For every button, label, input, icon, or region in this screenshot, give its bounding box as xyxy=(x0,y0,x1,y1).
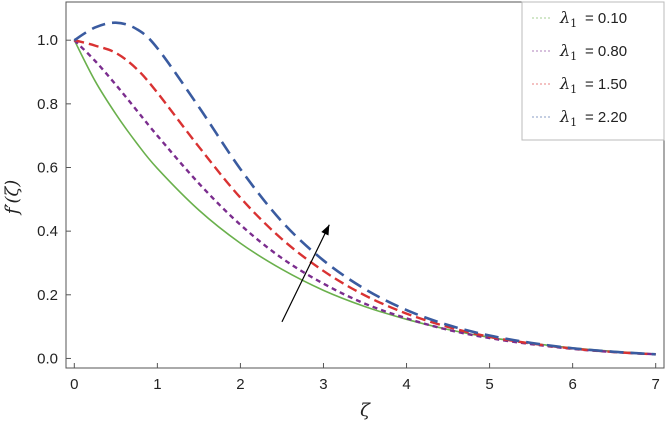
x-tick-label: 0 xyxy=(70,376,78,393)
legend-symbol: λ1 xyxy=(559,107,577,129)
y-tick-label: 1.0 xyxy=(37,32,58,49)
legend: λ1 = 0.10 λ1 = 0.80 λ1 = 1.50 λ1 = 2.20 xyxy=(521,1,665,141)
trend-arrow-shaft xyxy=(281,224,330,323)
legend-label: = 0.80 xyxy=(585,43,627,60)
y-tick-label: 0.6 xyxy=(37,159,58,176)
series-layer xyxy=(73,21,656,356)
y-tick-label: 0.0 xyxy=(37,350,58,367)
plot-frame xyxy=(65,1,665,369)
y-tick-label: 0.4 xyxy=(37,223,58,240)
y-tick-label: 0.2 xyxy=(37,287,58,304)
x-axis-title: ζ xyxy=(360,400,371,421)
legend-label: = 1.50 xyxy=(585,76,627,93)
x-tick-label: 5 xyxy=(485,376,493,393)
x-tick-label: 4 xyxy=(402,376,410,393)
series-line-3 xyxy=(74,39,656,356)
x-tick-label: 2 xyxy=(236,376,244,393)
trend-arrow-head xyxy=(321,224,330,236)
y-axis-title: f′(ζ) xyxy=(2,180,23,217)
x-tick-label: 1 xyxy=(153,376,161,393)
legend-symbol: λ1 xyxy=(559,74,577,96)
legend-symbol: λ1 xyxy=(559,8,577,30)
series-line-4 xyxy=(73,21,656,356)
x-tick-label: 7 xyxy=(652,376,660,393)
x-tick-label: 6 xyxy=(568,376,576,393)
legend-symbol: λ1 xyxy=(559,41,577,63)
series-line-2 xyxy=(73,39,656,356)
legend-label: = 2.20 xyxy=(585,109,627,126)
y-tick-label: 0.8 xyxy=(37,96,58,113)
legend-label: = 0.10 xyxy=(585,10,627,27)
x-tick-label: 3 xyxy=(319,376,327,393)
ticks-layer: 0 1 2 3 4 5 6 7 0.0 0.2 0.4 0.6 0.8 1.0 xyxy=(37,32,660,393)
annotation-layer xyxy=(281,224,330,323)
